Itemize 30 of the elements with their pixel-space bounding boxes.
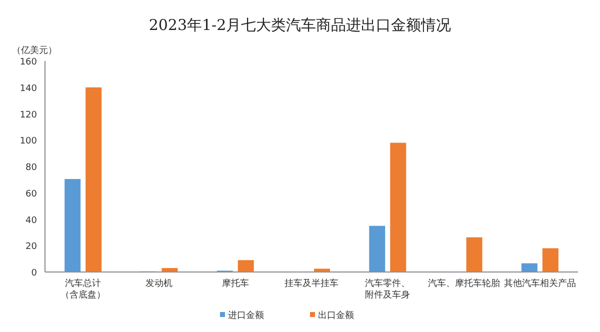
x-tick-label: 汽车零件、附件及车身 <box>365 278 410 300</box>
bar <box>521 263 538 272</box>
bar <box>314 268 330 272</box>
y-axis-title: （亿美元） <box>12 45 57 56</box>
x-tick-label: 发动机 <box>146 278 173 289</box>
x-tick-label: 挂车及半挂车 <box>284 278 338 289</box>
y-tick-label: 60 <box>26 189 38 200</box>
y-tick-label: 120 <box>20 110 38 120</box>
x-tick-label: 汽车、摩托车轮胎 <box>428 278 500 289</box>
y-tick-label: 80 <box>26 163 38 173</box>
bar <box>390 142 406 272</box>
bar <box>238 260 254 272</box>
bar <box>64 179 81 272</box>
y-tick-label: 20 <box>26 242 38 252</box>
legend-label: 进口金额 <box>228 310 264 321</box>
y-tick-label: 140 <box>20 84 38 94</box>
bar <box>466 237 482 272</box>
y-tick-label: 0 <box>31 268 38 278</box>
y-tick-label: 160 <box>20 58 38 68</box>
x-tick-label: 摩托车 <box>222 278 249 289</box>
y-tick-label: 100 <box>20 136 38 147</box>
y-tick-label: 40 <box>26 216 38 226</box>
bar <box>86 87 102 272</box>
bar <box>369 226 386 272</box>
x-tick-label: 汽车总计（含底盘） <box>60 278 106 300</box>
bar <box>162 268 178 272</box>
legend-label: 出口金额 <box>318 310 354 321</box>
chart-title: 2023年1-2月七大类汽车商品进出口金额情况 <box>148 16 452 34</box>
bar <box>542 248 558 272</box>
x-tick-label: 其他汽车相关产品 <box>504 278 576 289</box>
